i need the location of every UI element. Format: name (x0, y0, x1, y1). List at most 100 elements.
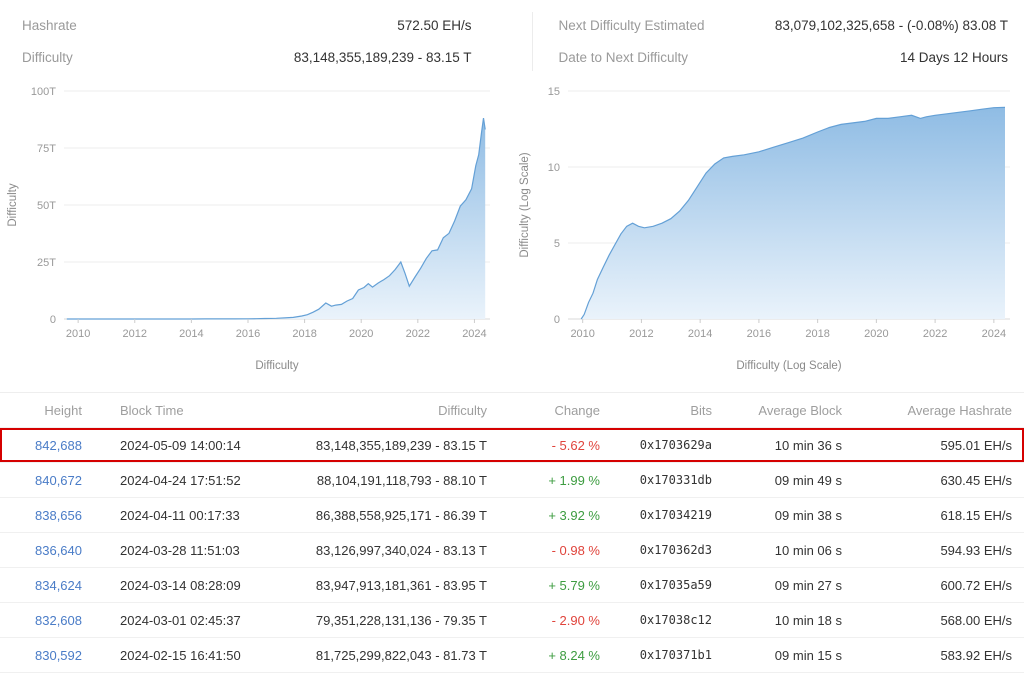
cell-difficulty: 83,148,355,189,239 - 83.15 T (315, 437, 487, 453)
cell-average-block: 09 min 15 s (774, 647, 842, 663)
block-height-link[interactable]: 836,640 (35, 542, 82, 558)
y-tick-label: 15 (548, 86, 560, 98)
block-height-link[interactable]: 834,624 (35, 577, 82, 593)
cell-average-hashrate: 600.72 EH/s (940, 577, 1012, 593)
date-to-next-difficulty-value: 14 Days 12 Hours (899, 50, 1008, 65)
table-header-row: Height Block Time Difficulty Change Bits… (0, 392, 1024, 428)
block-height-link[interactable]: 840,672 (35, 472, 82, 488)
cell-change: - 2.90 % (551, 612, 600, 628)
block-height-link[interactable]: 830,592 (35, 647, 82, 663)
table-row: 840,672 2024-04-24 17:51:52 88,104,191,118… (0, 463, 1024, 498)
col-header-average-block: Average Block (758, 402, 842, 418)
y-tick-label: 75T (37, 143, 56, 155)
stats-left-panel: Hashrate 572.50 EH/s Difficulty 83,148,3… (10, 12, 532, 71)
cell-bits: 0x1703629a (639, 438, 712, 452)
y-tick-label: 100T (31, 86, 56, 98)
x-tick-label: 2010 (570, 328, 594, 340)
cell-average-block: 09 min 38 s (774, 507, 842, 523)
x-tick-label: 2020 (349, 328, 373, 340)
x-tick-label: 2022 (406, 328, 430, 340)
cell-difficulty: 83,126,997,340,024 - 83.13 T (315, 542, 487, 558)
cell-average-block: 09 min 27 s (774, 577, 842, 593)
difficulty-stat: Difficulty 83,148,355,189,239 - 83.15 T (22, 50, 472, 65)
difficulty-label: Difficulty (22, 50, 73, 65)
hashrate-stat: Hashrate 572.50 EH/s (22, 18, 472, 33)
table-row: 834,624 2024-03-14 08:28:09 83,947,913,181… (0, 568, 1024, 603)
block-height-link[interactable]: 838,656 (35, 507, 82, 523)
next-difficulty-label: Next Difficulty Estimated (558, 18, 705, 33)
area-series (581, 107, 1005, 320)
cell-average-hashrate: 594.93 EH/s (940, 542, 1012, 558)
next-difficulty-stat: Next Difficulty Estimated 83,079,102,325… (559, 18, 1009, 33)
cell-difficulty: 81,725,299,822,043 - 81.73 T (315, 647, 487, 663)
difficulty-table: Height Block Time Difficulty Change Bits… (0, 392, 1024, 673)
cell-average-hashrate: 595.01 EH/s (940, 437, 1012, 453)
y-axis-title: Difficulty (Log Scale) (519, 152, 531, 257)
cell-difficulty: 86,388,558,925,171 - 86.39 T (315, 507, 487, 523)
x-tick-label: 2022 (923, 328, 947, 340)
y-tick-label: 10 (548, 162, 560, 174)
table-row: 838,656 2024-04-11 00:17:33 86,388,558,925… (0, 498, 1024, 533)
cell-change: + 1.99 % (548, 472, 600, 488)
area-series (66, 118, 486, 319)
y-tick-label: 0 (554, 314, 560, 326)
y-tick-label: 0 (50, 314, 56, 326)
col-header-difficulty: Difficulty (438, 402, 487, 418)
stats-header: Hashrate 572.50 EH/s Difficulty 83,148,3… (0, 0, 1024, 71)
cell-block-time: 2024-04-11 00:17:33 (120, 507, 240, 523)
x-tick-label: 2018 (292, 328, 316, 340)
cell-average-block: 10 min 06 s (774, 542, 842, 558)
difficulty-linear-chart-wrap: 0 25T 50T 75T 100T 2010 2012 2014 2016 2018 2020 20… (0, 77, 512, 380)
difficulty-table-body: 842,688 2024-05-09 14:00:14 83,148,355,189… (0, 428, 1024, 673)
block-height-link[interactable]: 842,688 (35, 437, 82, 453)
hashrate-value: 572.50 EH/s (397, 18, 472, 33)
cell-average-block: 10 min 36 s (774, 437, 842, 453)
date-to-next-difficulty-label: Date to Next Difficulty (558, 50, 689, 65)
x-axis-title: Difficulty (Log Scale) (736, 360, 841, 372)
y-axis-title: Difficulty (7, 183, 19, 226)
x-tick-label: 2016 (236, 328, 260, 340)
difficulty-log-chart-wrap: 0 5 10 15 2010 2012 2014 2016 2018 2020 2022 2024 Di… (512, 77, 1024, 380)
cell-average-block: 10 min 18 s (774, 612, 842, 628)
cell-change: + 8.24 % (548, 647, 600, 663)
cell-block-time: 2024-05-09 14:00:14 (120, 437, 241, 453)
table-row: 832,608 2024-03-01 02:45:37 79,351,228,131… (0, 603, 1024, 638)
cell-difficulty: 79,351,228,131,136 - 79.35 T (315, 612, 487, 628)
x-tick-label: 2012 (123, 328, 147, 340)
col-header-average-hashrate: Average Hashrate (907, 402, 1012, 418)
col-header-change: Change (554, 402, 600, 418)
col-header-block-time: Block Time (120, 402, 184, 418)
cell-change: + 3.92 % (548, 507, 600, 523)
x-tick-label: 2010 (66, 328, 90, 340)
cell-average-block: 09 min 49 s (774, 472, 842, 488)
difficulty-linear-chart: 0 25T 50T 75T 100T 2010 2012 2014 2016 2018 2020 20… (7, 86, 490, 372)
cell-difficulty: 83,947,913,181,361 - 83.95 T (315, 577, 487, 593)
cell-height: 834,624 (10, 578, 82, 593)
cell-change: - 0.98 % (551, 542, 600, 558)
x-tick-label: 2020 (864, 328, 888, 340)
cell-bits: 0x170362d3 (639, 543, 712, 557)
x-tick-label: 2024 (462, 328, 486, 340)
cell-height: 830,592 (10, 648, 82, 663)
y-tick-label: 50T (37, 200, 56, 212)
y-tick-label: 5 (554, 238, 560, 250)
cell-bits: 0x170331db (639, 473, 712, 487)
cell-height: 840,672 (10, 473, 82, 488)
x-axis-title: Difficulty (255, 360, 298, 372)
block-height-link[interactable]: 832,608 (35, 612, 82, 628)
charts-section: 0 25T 50T 75T 100T 2010 2012 2014 2016 2018 2020 20… (0, 77, 1024, 380)
cell-bits: 0x17034219 (639, 508, 712, 522)
cell-block-time: 2024-02-15 16:41:50 (120, 647, 241, 663)
cell-height: 836,640 (10, 543, 82, 558)
x-tick-label: 2018 (805, 328, 829, 340)
date-to-next-difficulty-stat: Date to Next Difficulty 14 Days 12 Hours (559, 50, 1009, 65)
hashrate-label: Hashrate (22, 18, 77, 33)
difficulty-log-chart: 0 5 10 15 2010 2012 2014 2016 2018 2020 2022 2024 Di… (519, 86, 1010, 372)
cell-height: 832,608 (10, 613, 82, 628)
table-row: 830,592 2024-02-15 16:41:50 81,725,299,822… (0, 638, 1024, 673)
x-tick-label: 2016 (747, 328, 771, 340)
next-difficulty-value: 83,079,102,325,658 - (-0.08%) 83.08 T (774, 18, 1008, 33)
col-header-height: Height (44, 402, 82, 418)
cell-average-hashrate: 630.45 EH/s (940, 472, 1012, 488)
col-header-bits: Bits (690, 402, 712, 418)
